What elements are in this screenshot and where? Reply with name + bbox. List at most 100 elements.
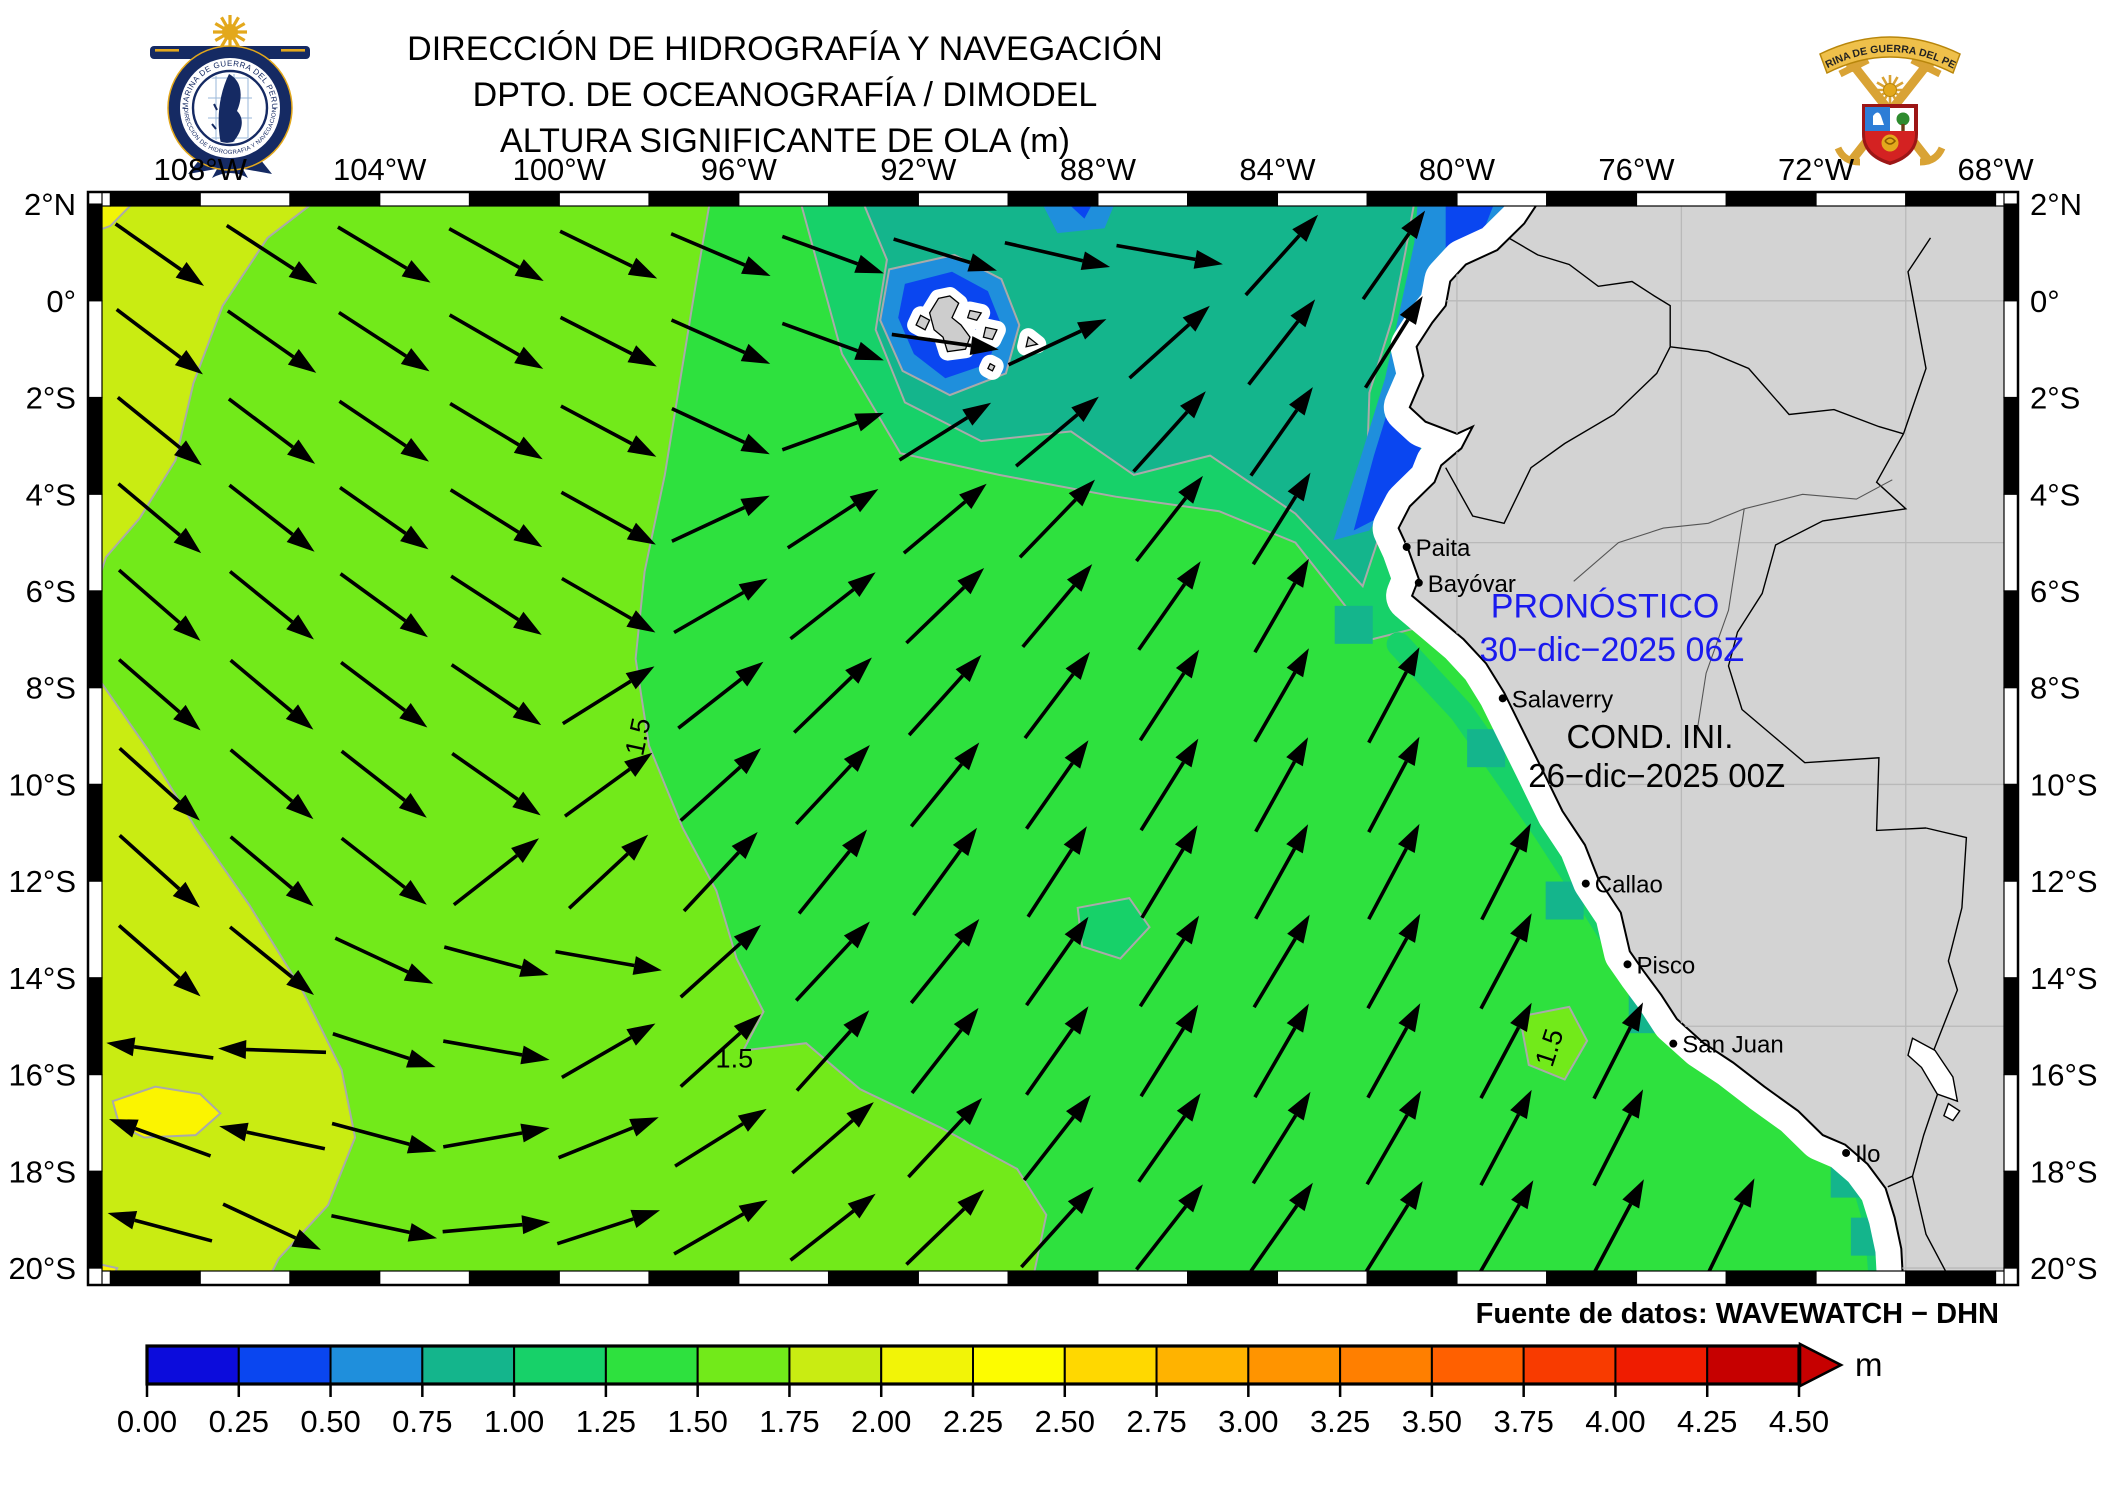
marina-crest-logo: MARINA DE GUERRA DEL PERU [1788,8,1961,166]
colorbar-segment [604,1345,699,1385]
colorbar-segment [1614,1345,1709,1385]
colorbar-arrow-icon [1798,1341,1844,1389]
colorbar-segment [421,1345,516,1385]
country-border [1887,1175,1913,1188]
seal-sun-icon [213,15,247,49]
colorbar-segment [329,1345,424,1385]
city-dot-icon [1842,1148,1851,1157]
colorbar-tick-label: 2.50 [1035,1404,1095,1439]
colorbar-segment [1155,1345,1250,1385]
colorbar-segment [1247,1345,1342,1385]
city-dot-icon [1581,879,1590,888]
map-annotation: 26−dic−2025 00Z [1528,757,1785,794]
country-border [1670,346,1904,435]
country-border [1727,433,1927,832]
lake-titicaca [1907,1037,1959,1103]
colorbar: 0.00 0.25 0.50 0.75 1.00 1.25 1.50 1.75 2.00 2.25… [117,1341,1883,1439]
colorbar-tick-label: 0.00 [117,1404,177,1439]
colorbar-tick-label: 1.75 [759,1404,819,1439]
lon-tick-label: 80°W [1419,152,1496,187]
map-layers: 1.51.5 1.5PaitaBayóvarSalaverryCallaoPisc… [88,192,2018,1285]
region-sanjuan-green-patch [1518,1005,1589,1081]
colorbar-segment [1522,1345,1617,1385]
lat-tick-label-right: 12°S [2030,864,2098,899]
country-border [1902,237,1932,435]
colorbar-tick-label: 1.00 [484,1404,544,1439]
city-dot-icon [1498,694,1507,703]
colorbar-tick-label: 3.25 [1310,1404,1370,1439]
country-border [1911,827,1968,1177]
city-label: San Juan [1682,1032,1783,1059]
country-border [1445,346,1671,525]
wave-direction-arrows [106,210,1755,1277]
city-label: Bayóvar [1428,571,1516,598]
colorbar-segment [1706,1345,1800,1385]
lon-tick-label: 104°W [333,152,427,187]
lon-tick-label: 92°W [880,152,957,187]
colorbar-segment [1063,1345,1158,1385]
colorbar-segment [1339,1345,1433,1385]
colorbar-segment [237,1345,332,1385]
lon-tick-label: 68°W [1957,152,2034,187]
colorbar-tick-label: 0.75 [392,1404,452,1439]
city-label: Salaverry [1512,686,1613,713]
lat-tick-label-right: 14°S [2030,961,2098,996]
page-title: DIRECCIÓN DE HIDROGRAFÍA Y NAVEGACIÓN DP… [0,26,1570,164]
colorbar-tick-label: 4.00 [1585,1404,1645,1439]
city-label: Ilo [1855,1141,1880,1168]
lon-tick-label: 88°W [1060,152,1137,187]
lat-tick-label-left: 14°S [8,961,76,996]
river [1573,508,1745,582]
lon-tick-label: 108°W [154,152,248,187]
dhn-seal-logo: MARINA DE GUERRA DEL PERU DIRECCION DE H… [150,15,310,178]
lat-tick-label-left: 2°N [24,187,76,222]
lat-tick-label-right: 6°S [2030,574,2080,609]
lat-tick-label-left: 8°S [26,671,76,706]
river [1744,479,1893,510]
lat-tick-label-right: 2°N [2030,187,2082,222]
colorbar-segment [1430,1345,1525,1385]
colorbar-tick-label: 2.25 [943,1404,1003,1439]
lon-tick-label: 96°W [701,152,778,187]
title-line-1: DIRECCIÓN DE HIDROGRAFÍA Y NAVEGACIÓN [407,30,1163,68]
city-dot-icon [1623,960,1632,969]
colorbar-tick-label: 0.50 [300,1404,360,1439]
galapagos-islands [915,295,1039,372]
colorbar-segment [146,1345,240,1385]
lat-tick-label-right: 8°S [2030,671,2080,706]
seal-chart-center [208,74,252,143]
colorbar-segment [880,1345,975,1385]
colorbar-segment [972,1345,1066,1385]
lat-tick-label-right: 4°S [2030,477,2080,512]
lat-tick-label-left: 12°S [8,864,76,899]
lon-tick-label: 72°W [1778,152,1855,187]
data-source-text: Fuente de datos: WAVEWATCH − DHN [1476,1298,1999,1330]
colorbar-tick-label: 3.75 [1493,1404,1553,1439]
title-line-3: ALTURA SIGNIFICANTE DE OLA (m) [500,122,1070,160]
colorbar-tick-label: 1.25 [576,1404,636,1439]
city-label: Paita [1416,535,1471,562]
colorbar-unit: m [1855,1346,1883,1383]
crest-banner [1819,36,1961,75]
river [1694,508,1745,746]
lat-tick-label-left: 4°S [26,477,76,512]
colorbar-tick-label: 1.50 [667,1404,727,1439]
axis-labels: 108°W 104°W 100°W 96°W 92°W 88°W 84°W 80°W 76°W 7… [8,152,2097,1286]
lat-tick-label-left: 2°S [26,381,76,416]
lon-tick-label: 100°W [513,152,607,187]
lat-tick-label-right: 2°S [2030,381,2080,416]
city-dot-icon [1669,1039,1678,1048]
city-markers: Paita Bayóvar Salaverry Callao Pisco San Juan… [1402,535,1880,1168]
lat-tick-label-right: 20°S [2030,1251,2098,1286]
country-border [1508,237,1671,347]
lat-tick-label-left: 0° [46,284,76,319]
lat-tick-label-left: 16°S [8,1058,76,1093]
lake-titicaca [1943,1102,1961,1122]
city-label: Pisco [1637,952,1696,979]
lat-tick-label-left: 18°S [8,1154,76,1189]
lat-tick-label-left: 20°S [8,1251,76,1286]
colorbar-tick-label: 2.00 [851,1404,911,1439]
map-annotation: 30−dic−2025 06Z [1479,631,1744,669]
city-dot-icon [1402,542,1411,551]
